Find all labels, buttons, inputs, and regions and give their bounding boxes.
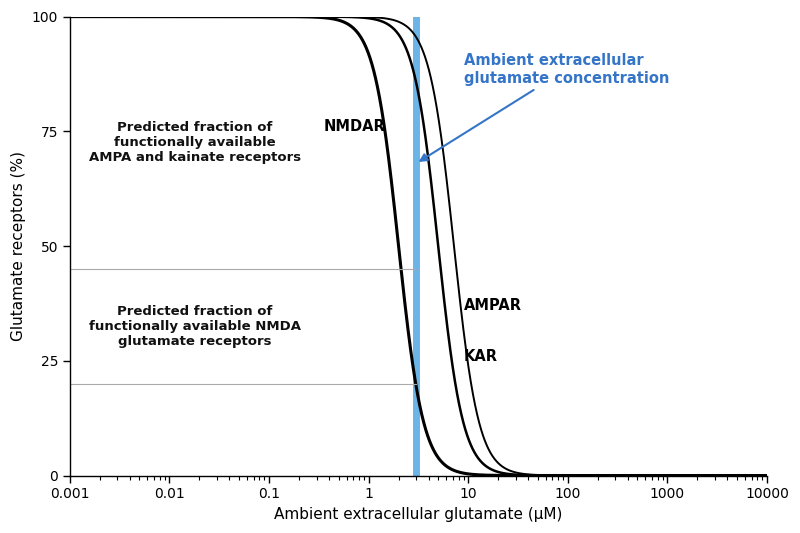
X-axis label: Ambient extracellular glutamate (μM): Ambient extracellular glutamate (μM) <box>274 507 562 522</box>
Text: NMDAR: NMDAR <box>323 119 385 134</box>
Text: AMPAR: AMPAR <box>464 298 522 313</box>
Text: Predicted fraction of
functionally available NMDA
glutamate receptors: Predicted fraction of functionally avail… <box>89 305 301 348</box>
Text: KAR: KAR <box>464 349 498 364</box>
Text: Predicted fraction of
functionally available
AMPA and kainate receptors: Predicted fraction of functionally avail… <box>89 122 301 164</box>
Text: Ambient extracellular
glutamate concentration: Ambient extracellular glutamate concentr… <box>421 53 669 161</box>
Y-axis label: Glutamate receptors (%): Glutamate receptors (%) <box>11 151 26 341</box>
